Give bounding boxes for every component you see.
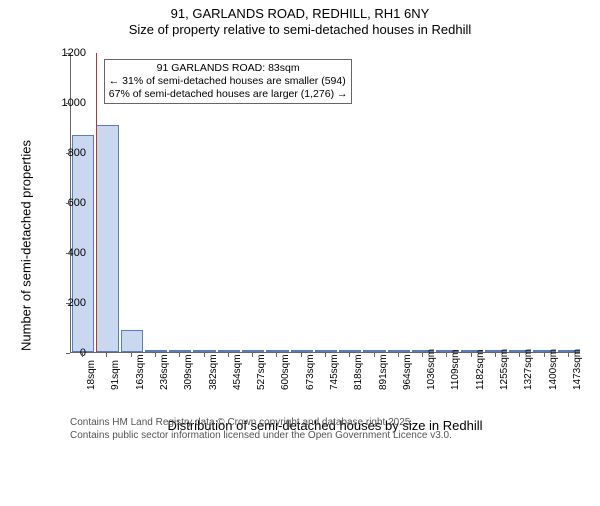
x-tick-label: 1400sqm — [548, 330, 559, 390]
page-subtitle: Size of property relative to semi-detach… — [0, 22, 600, 37]
x-tick-mark — [252, 353, 253, 357]
y-tick-mark — [66, 203, 70, 204]
x-tick-label: 163sqm — [135, 330, 146, 390]
x-tick-mark — [568, 353, 569, 357]
x-tick-mark — [446, 353, 447, 357]
annotation-line: 67% of semi-detached houses are larger (… — [109, 88, 348, 101]
x-tick-mark — [374, 353, 375, 357]
annotation-box: 91 GARLANDS ROAD: 83sqm← 31% of semi-det… — [104, 59, 353, 104]
plot-area: 91 GARLANDS ROAD: 83sqm← 31% of semi-det… — [70, 53, 580, 353]
x-tick-label: 1109sqm — [450, 330, 461, 390]
histogram-chart: Number of semi-detached properties Distr… — [0, 48, 600, 448]
x-tick-mark — [228, 353, 229, 357]
x-tick-label: 1036sqm — [426, 330, 437, 390]
annotation-line: 91 GARLANDS ROAD: 83sqm — [109, 62, 348, 75]
y-tick-mark — [66, 253, 70, 254]
x-tick-label: 745sqm — [329, 330, 340, 390]
x-tick-mark — [155, 353, 156, 357]
x-tick-label: 1255sqm — [499, 330, 510, 390]
x-tick-label: 1182sqm — [475, 330, 486, 390]
x-tick-mark — [325, 353, 326, 357]
x-tick-label: 891sqm — [378, 330, 389, 390]
reference-line — [96, 53, 97, 352]
y-tick-mark — [66, 303, 70, 304]
annotation-line: ← 31% of semi-detached houses are smalle… — [109, 75, 348, 88]
footer-line: Contains public sector information licen… — [70, 430, 452, 443]
x-tick-mark — [301, 353, 302, 357]
x-tick-label: 527sqm — [256, 330, 267, 390]
histogram-bar — [96, 125, 118, 353]
x-tick-mark — [398, 353, 399, 357]
y-tick-mark — [66, 53, 70, 54]
x-tick-label: 1473sqm — [572, 330, 583, 390]
x-tick-mark — [349, 353, 350, 357]
x-tick-mark — [179, 353, 180, 357]
x-tick-mark — [204, 353, 205, 357]
x-tick-label: 818sqm — [353, 330, 364, 390]
y-tick-mark — [66, 103, 70, 104]
x-tick-mark — [422, 353, 423, 357]
x-tick-label: 600sqm — [280, 330, 291, 390]
x-tick-label: 1327sqm — [523, 330, 534, 390]
x-tick-label: 454sqm — [232, 330, 243, 390]
x-tick-mark — [471, 353, 472, 357]
x-tick-label: 964sqm — [402, 330, 413, 390]
y-tick-mark — [66, 153, 70, 154]
x-tick-mark — [519, 353, 520, 357]
y-tick-mark — [66, 353, 70, 354]
x-tick-mark — [131, 353, 132, 357]
x-tick-label: 18sqm — [86, 330, 97, 390]
x-tick-mark — [276, 353, 277, 357]
histogram-bar — [72, 135, 94, 353]
x-tick-label: 236sqm — [159, 330, 170, 390]
x-tick-label: 309sqm — [183, 330, 194, 390]
y-axis-label: Number of semi-detached properties — [19, 96, 34, 396]
x-tick-label: 673sqm — [305, 330, 316, 390]
x-tick-mark — [82, 353, 83, 357]
x-tick-label: 91sqm — [110, 330, 121, 390]
x-tick-mark — [544, 353, 545, 357]
x-tick-mark — [495, 353, 496, 357]
footer-attribution: Contains HM Land Registry data © Crown c… — [70, 417, 452, 442]
page-title: 91, GARLANDS ROAD, REDHILL, RH1 6NY — [0, 6, 600, 21]
footer-line: Contains HM Land Registry data © Crown c… — [70, 417, 452, 430]
x-tick-label: 382sqm — [208, 330, 219, 390]
x-tick-mark — [106, 353, 107, 357]
